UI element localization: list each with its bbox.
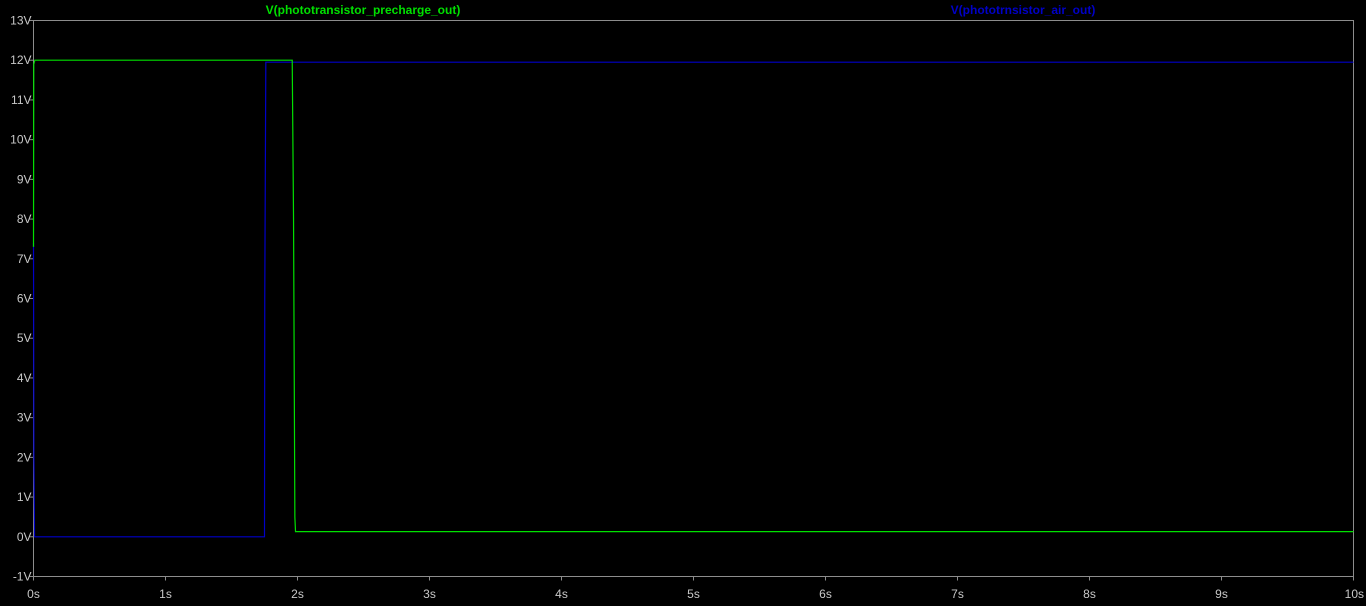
x-tick-label: 0s: [27, 587, 40, 601]
y-tick-label: 9V: [17, 172, 32, 186]
y-tick-label: 13V: [10, 14, 31, 28]
x-tick-label: 1s: [159, 587, 172, 601]
x-tick-label: 7s: [951, 587, 964, 601]
y-tick-label: 1V: [17, 490, 32, 504]
x-tick-label: 3s: [423, 587, 436, 601]
legend-precharge-out[interactable]: V(phototransistor_precharge_out): [266, 3, 461, 17]
plot-frame: [33, 20, 1354, 577]
x-tick-label: 8s: [1083, 587, 1096, 601]
y-tick-label: 3V: [17, 411, 32, 425]
x-tick-label: 6s: [819, 587, 832, 601]
y-tick-label: 11V: [11, 93, 31, 107]
y-tick-label: 8V: [17, 212, 32, 226]
y-axis: -1V 0V 1V 2V 3V 4V 5V 6V 7V 8V 9V 10V 11V 12V 13V: [10, 14, 34, 584]
x-axis: 0s 1s 2s 3s 4s 5s 6s 7s 8s 9s 10s: [27, 576, 1364, 601]
legend-air-out[interactable]: V(phototrnsistor_air_out): [951, 3, 1096, 17]
x-tick-label: 10s: [1345, 587, 1364, 601]
y-tick-label: 12V: [10, 53, 31, 67]
y-tick-label: 10V: [10, 133, 31, 147]
x-tick-label: 9s: [1215, 587, 1228, 601]
y-tick-label: 0V: [17, 530, 32, 544]
y-tick-label: -1V: [13, 570, 32, 584]
x-tick-label: 2s: [291, 587, 304, 601]
x-tick-label: 4s: [555, 587, 568, 601]
y-tick-label: 2V: [17, 450, 32, 464]
y-tick-label: 6V: [17, 292, 32, 306]
x-tick-label: 5s: [687, 587, 700, 601]
y-tick-label: 5V: [17, 331, 32, 345]
y-tick-label: 7V: [17, 252, 32, 266]
series-precharge-out-trace[interactable]: [32, 59, 1354, 533]
series-air-out-trace[interactable]: [32, 61, 1354, 538]
series-layer: [32, 59, 1354, 538]
y-tick-label: 4V: [17, 371, 32, 385]
